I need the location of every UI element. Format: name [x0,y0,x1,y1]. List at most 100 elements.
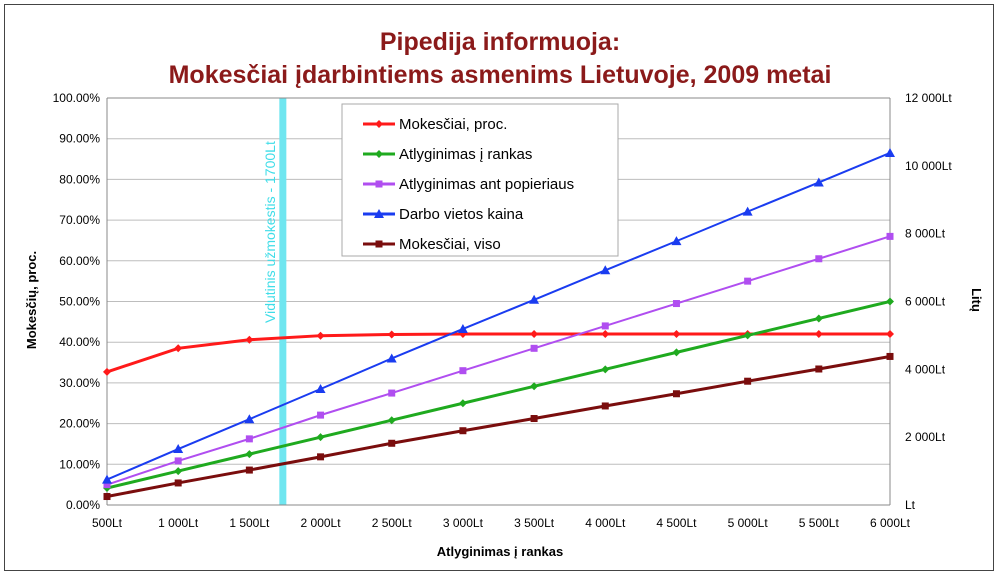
x-tick-label: 3 500Lt [514,516,555,530]
y-left-tick-label: 10.00% [59,457,100,471]
data-point-triangle [386,353,397,363]
data-point-diamond [103,367,111,376]
data-point-diamond [601,330,610,339]
data-point-diamond [174,344,183,353]
x-tick-label: 1 000Lt [158,516,199,530]
data-point-square [317,453,325,461]
legend-item: Mokesčiai, proc. [363,116,507,133]
series-0 [103,330,894,376]
series-2 [103,232,894,489]
y-right-axis-title: Litų [969,288,984,312]
data-point-square [744,277,752,285]
y-left-tick-label: 70.00% [59,213,100,227]
data-point-triangle [742,206,753,216]
x-tick-label: 5 000Lt [728,516,769,530]
y-left-tick-label: 50.00% [59,295,100,309]
data-point-square [672,390,680,398]
data-point-square [815,255,823,263]
data-point-square [601,322,609,330]
legend-item: Darbo vietos kaina [363,206,524,223]
data-point-diamond [375,120,383,128]
series-4 [103,352,894,501]
data-point-triangle [457,323,468,333]
data-point-diamond [245,335,254,344]
data-point-square [744,377,752,385]
data-point-diamond [814,314,823,323]
series-line [106,152,891,481]
chart-title-line-2: Mokesčiai įdarbintiems asmenims Lietuvoj… [169,61,832,89]
chart-title-line-1: Pipedija informuoja: [380,28,620,56]
data-point-square [459,427,467,435]
data-point-square [317,411,325,419]
data-point-square [174,479,182,487]
data-point-diamond [458,399,467,408]
data-point-square [530,415,538,423]
legend-label: Mokesčiai, proc. [399,116,507,133]
data-point-diamond [743,331,752,340]
series-line [106,332,890,374]
data-point-square [886,352,894,360]
series-1 [103,297,894,493]
data-point-square [375,180,383,188]
x-tick-label: 5 500Lt [799,516,840,530]
data-point-diamond [174,467,183,476]
y-right-tick-label: 8 000Lt [905,227,946,241]
data-point-triangle [102,474,112,484]
data-point-diamond [316,433,325,442]
legend-box [341,103,619,257]
chart-frame [4,4,994,571]
data-point-diamond [530,382,539,391]
x-tick-label: 4 000Lt [585,516,626,530]
data-point-diamond [672,348,681,357]
legend-item: Atlyginimas į rankas [363,146,532,163]
y-left-axis-title: Mokesčių, proc. [24,251,39,349]
x-tick-label: 1 500Lt [229,516,270,530]
data-point-square [530,344,538,352]
data-point-triangle [173,444,184,454]
x-tick-label: 2 500Lt [372,516,413,530]
x-axis-title: Atlyginimas į rankas [437,544,563,559]
data-point-triangle [244,414,255,424]
data-point-triangle [529,294,540,304]
data-point-diamond [375,150,383,158]
y-left-tick-label: 60.00% [59,254,100,268]
series-line [106,235,891,486]
data-point-diamond [387,330,396,339]
data-point-diamond [245,450,254,459]
average-salary-label: Vidutinis užmokestis - 1700Lt [262,141,278,323]
data-point-square [459,367,467,375]
x-tick-label: 6 000Lt [870,516,911,530]
y-left-tick-label: 100.00% [53,91,101,105]
y-left-tick-label: 40.00% [59,335,100,349]
data-point-square [174,457,182,465]
average-salary-line [279,98,287,505]
data-point-diamond [601,365,610,374]
x-tick-label: 3 000Lt [443,516,484,530]
x-tick-label: 4 500Lt [656,516,697,530]
x-tick-label: 2 000Lt [301,516,342,530]
y-right-tick-label: 4 000Lt [905,362,946,376]
data-point-square [672,300,680,308]
data-point-square [245,466,253,474]
data-point-square [601,402,609,410]
data-point-square [388,439,396,447]
y-left-tick-label: 0.00% [66,498,100,512]
data-point-diamond [886,297,894,306]
data-point-square [375,240,383,248]
y-left-tick-label: 80.00% [59,172,100,186]
data-point-square [815,365,823,373]
series-3 [102,147,895,484]
y-left-tick-label: 30.00% [59,376,100,390]
data-point-square [103,493,111,501]
y-right-tick-label: 6 000Lt [905,295,946,309]
data-point-square [886,232,894,240]
data-point-diamond [387,416,396,425]
y-right-tick-label: 10 000Lt [905,159,952,173]
series-line [106,354,891,498]
data-point-triangle [671,236,682,246]
data-point-diamond [672,330,681,339]
data-point-triangle [885,147,895,157]
legend-label: Mokesčiai, viso [399,236,501,253]
data-point-square [245,435,253,443]
